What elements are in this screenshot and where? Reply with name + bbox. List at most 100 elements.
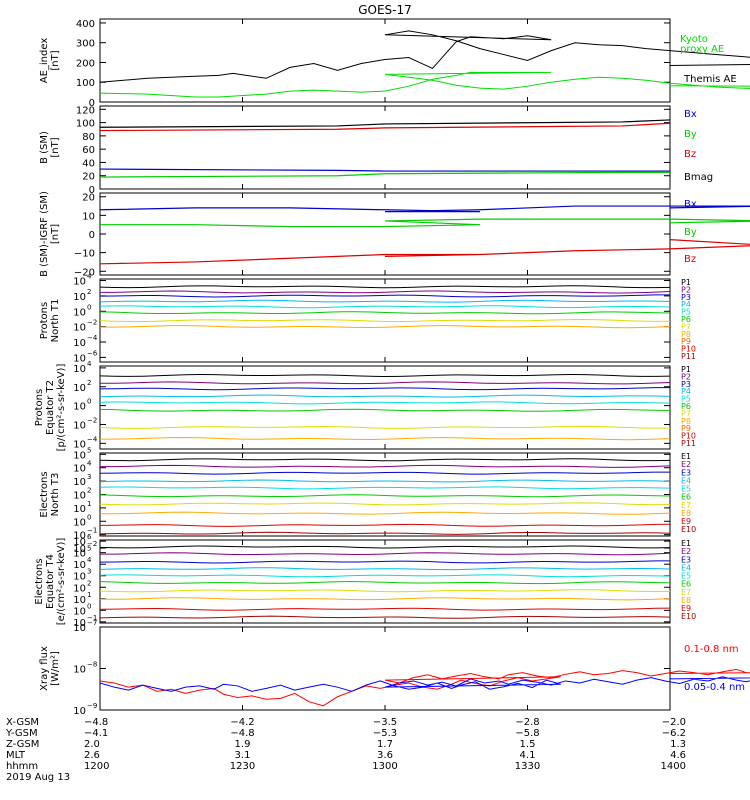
legend-e3: E3 (681, 468, 691, 477)
legend-e10: E10 (681, 612, 696, 621)
channel-line-p4 (99, 394, 671, 398)
y-tick-label: 10 (73, 618, 86, 629)
y-tick-label: 10 (73, 583, 86, 594)
channel-line-e10 (99, 531, 671, 535)
legend-e9: E9 (681, 604, 691, 613)
y-tick-exponent: 2 (87, 579, 91, 587)
channel-line-e9 (99, 523, 671, 527)
x-axis-value: −5.8 (515, 728, 539, 739)
x-axis-value: 3.6 (377, 750, 393, 761)
x-axis-value: 1200 (84, 761, 109, 772)
legend-e8: E8 (681, 596, 691, 605)
y-axis-label: Protons (34, 389, 45, 426)
channel-line-e7 (99, 502, 671, 506)
y-axis-label: Equator T4 (45, 554, 56, 609)
y-tick-label: 10 (73, 623, 86, 634)
legend-p6: P6 (681, 315, 691, 324)
y-tick-exponent: 3 (87, 473, 91, 481)
channel-line-e8 (99, 511, 671, 515)
y-tick-exponent: 4 (87, 360, 92, 368)
y-tick-label: 400 (76, 19, 95, 30)
y-tick-label: −20 (74, 267, 95, 278)
legend-xray-long: 0.1-0.8 nm (684, 644, 739, 655)
x-axis-value: 1300 (372, 761, 397, 772)
legend-e2: E2 (681, 547, 691, 556)
channel-line-e3 (99, 560, 671, 564)
y-axis-label: AE_index (39, 38, 50, 84)
y-tick-label: 10 (73, 606, 86, 617)
channel-line-p3 (99, 387, 671, 391)
x-axis-value: 1.7 (377, 739, 393, 750)
legend-e4: E4 (681, 563, 691, 572)
x-row-label: X-GSM (6, 717, 39, 728)
series-line-kyoto-proxy-ae (99, 71, 750, 98)
x-axis-value: 1400 (661, 761, 686, 772)
x-axis-value: 2.0 (84, 739, 100, 750)
y-axis-label: [nT] (50, 224, 61, 244)
channel-line-e3 (99, 471, 671, 475)
y-axis-label: Equator T2 (45, 380, 56, 435)
panel-frame-p2 (99, 365, 671, 450)
y-tick-label: 10 (73, 353, 86, 364)
y-tick-label: −10 (74, 249, 95, 260)
legend-e4: E4 (681, 476, 691, 485)
y-tick-exponent: −2 (87, 540, 97, 548)
legend-p1: P1 (681, 278, 691, 287)
y-tick-label: 0 (89, 98, 95, 109)
x-axis-value: −6.2 (662, 728, 686, 739)
x-axis-value: −4.8 (84, 717, 108, 728)
channel-line-p8 (99, 437, 671, 441)
legend-p5: P5 (681, 395, 691, 404)
channel-line-e4 (99, 479, 671, 483)
x-row-label: Y-GSM (5, 728, 38, 739)
y-axis-label: Electrons (39, 471, 50, 517)
y-tick-label: 10 (73, 338, 86, 349)
y-tick-label: 0 (89, 230, 95, 241)
channel-line-e2 (99, 552, 671, 556)
channel-line-p1 (99, 285, 671, 289)
channel-line-p5 (99, 305, 671, 309)
y-tick-label: 120 (76, 105, 95, 116)
y-tick-label: 10 (73, 595, 86, 606)
y-tick-exponent: 2 (87, 288, 91, 296)
y-tick-label: 10 (73, 439, 86, 450)
y-tick-exponent: 5 (87, 446, 91, 454)
y-tick-label: 80 (82, 132, 95, 143)
y-axis-label: [e/(cm²-s-sr-keV)] (56, 538, 67, 626)
series-line-by (99, 171, 670, 178)
legend-p9: P9 (681, 337, 691, 346)
channel-line-p6 (99, 408, 671, 412)
channel-line-p7 (99, 318, 671, 323)
x-axis-value: −3.5 (373, 717, 397, 728)
y-tick-label: 10 (73, 706, 86, 717)
channel-line-e5 (99, 574, 671, 578)
y-axis-label: [p/(cm²-s-sr-keV)] (56, 364, 67, 452)
y-tick-label: 10 (73, 383, 86, 394)
y-tick-label: 10 (73, 277, 86, 288)
channel-line-e9 (99, 607, 671, 611)
y-tick-exponent: 0 (87, 602, 91, 610)
x-axis-value: 4.1 (520, 750, 536, 761)
y-tick-exponent: 0 (87, 398, 91, 406)
legend-e10: E10 (681, 525, 696, 534)
legend-e7: E7 (681, 588, 691, 597)
channel-line-e7 (99, 589, 671, 593)
y-tick-exponent: −1 (87, 614, 97, 622)
channel-line-p3 (99, 294, 671, 298)
channel-line-p2 (99, 381, 671, 385)
legend-themis-ae: Themis AE (683, 74, 737, 85)
y-axis-label: B (SM)-IGRF (SM) (39, 191, 50, 277)
y-tick-label: 10 (73, 531, 86, 542)
legend-e1: E1 (681, 452, 691, 461)
y-tick-exponent: −8 (87, 661, 97, 669)
y-axis-label: Xray flux (39, 646, 50, 691)
x-axis-value: −4.8 (230, 728, 254, 739)
x-axis-value: 1.5 (520, 739, 536, 750)
y-tick-exponent: 1 (87, 591, 91, 599)
y-axis-label: Electrons (34, 558, 45, 604)
channel-line-e4 (99, 567, 671, 571)
y-tick-exponent: 0 (87, 303, 91, 311)
y-axis-label: [nT] (50, 137, 61, 157)
legend-e6: E6 (681, 580, 691, 589)
y-tick-exponent: −4 (87, 435, 98, 443)
